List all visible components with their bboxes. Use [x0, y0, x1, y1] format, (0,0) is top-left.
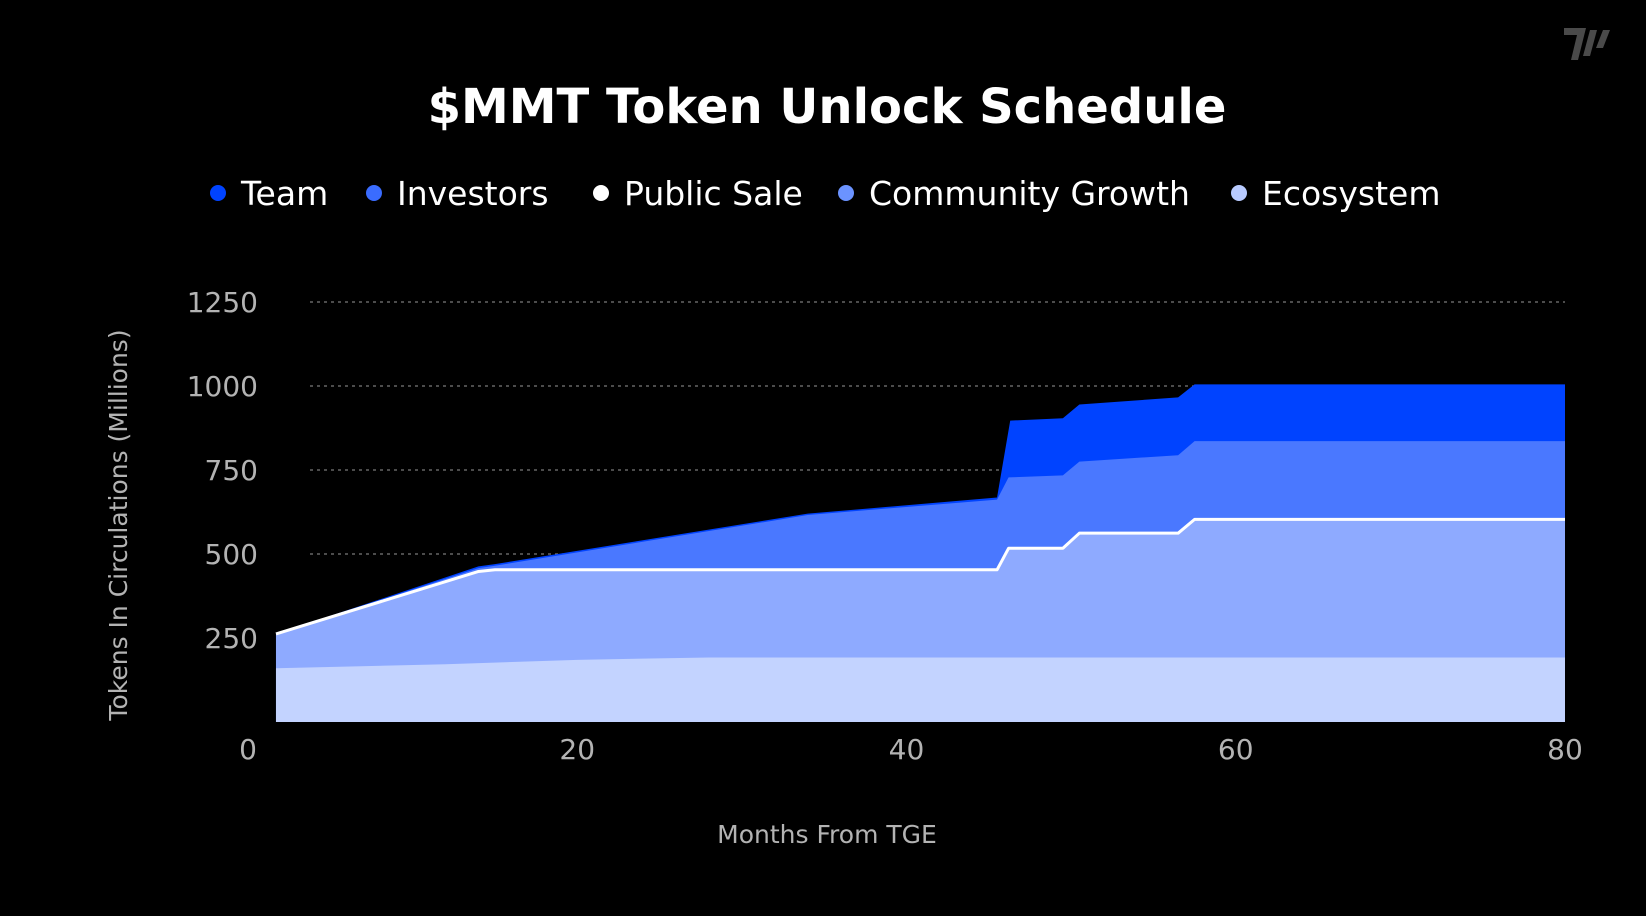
- legend-label-public-sale: Public Sale: [624, 174, 803, 213]
- y-tick-500: 500: [205, 538, 258, 571]
- legend-marker-public-sale: [593, 185, 609, 201]
- y-tick-1250: 1250: [187, 286, 258, 319]
- x-axis-label: Months From TGE: [717, 820, 937, 849]
- legend: Team Investors Public Sale Community Growth…: [210, 174, 1441, 213]
- legend-marker-ecosystem: [1231, 185, 1247, 201]
- legend-label-investors: Investors: [397, 174, 549, 213]
- brand-logo: [1564, 28, 1610, 60]
- x-tick-0: 0: [239, 733, 257, 766]
- legend-label-ecosystem: Ecosystem: [1262, 174, 1441, 213]
- legend-marker-investors: [366, 185, 382, 201]
- legend-label-community-growth: Community Growth: [869, 174, 1190, 213]
- x-tick-20: 20: [559, 733, 595, 766]
- series-lines: [275, 517, 1565, 636]
- line-public-sale: [275, 517, 1565, 636]
- chart-title: $MMT Token Unlock Schedule: [428, 79, 1227, 135]
- y-tick-labels: 250 500 750 1000 1250: [187, 286, 258, 655]
- x-tick-labels: 0 20 40 60 80: [239, 733, 1583, 766]
- y-tick-1000: 1000: [187, 370, 258, 403]
- y-axis-label: Tokens In Circulations (Millions): [104, 329, 133, 721]
- area-ecosystem: [275, 657, 1566, 722]
- x-tick-60: 60: [1218, 733, 1254, 766]
- y-tick-750: 750: [205, 454, 258, 487]
- y-tick-250: 250: [205, 622, 258, 655]
- legend-marker-team: [210, 185, 226, 201]
- area-layers: [275, 384, 1566, 722]
- legend-marker-community-growth: [838, 185, 854, 201]
- x-tick-40: 40: [889, 733, 925, 766]
- x-tick-80: 80: [1547, 733, 1583, 766]
- legend-label-team: Team: [240, 174, 328, 213]
